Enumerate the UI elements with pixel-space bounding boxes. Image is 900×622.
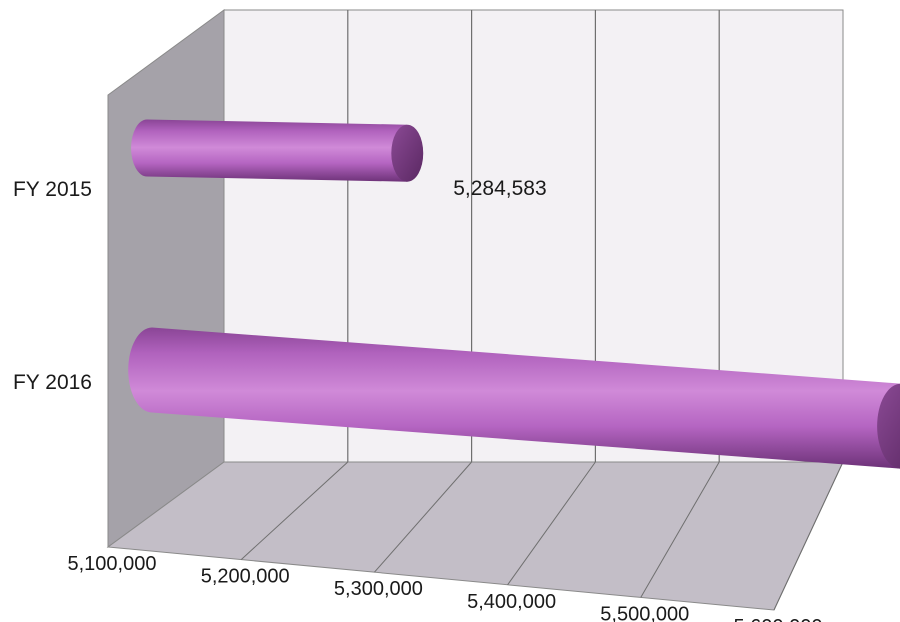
- x-tick-label: 5,500,000: [600, 603, 689, 622]
- floor: [106, 461, 844, 611]
- data-label: 5,284,583: [453, 177, 546, 200]
- data-labels: 5,284,5835,569,249: [453, 177, 546, 200]
- floor-grid-line: [240, 461, 349, 560]
- category-label: FY 2016: [13, 371, 92, 394]
- x-tick-label: 5,100,000: [68, 553, 157, 575]
- floor-grid-line: [640, 461, 720, 598]
- x-tick-label: 5,400,000: [467, 591, 556, 613]
- bars: [128, 119, 900, 469]
- x-tick-label: 5,600,000: [734, 616, 823, 622]
- floor-grid-line: [507, 461, 596, 586]
- bar-body: [128, 327, 900, 469]
- x-axis-tick-labels: 5,100,000 5,200,000 5,300,000 5,400,000 5,50…: [68, 553, 823, 622]
- plot-walls: [106, 9, 844, 611]
- category-labels: FY 2015 FY 2016: [13, 178, 92, 394]
- floor-grid-line: [374, 461, 472, 573]
- x-tick-label: 5,300,000: [334, 578, 423, 600]
- x-tick-label: 5,200,000: [201, 566, 290, 588]
- bar-cylinder: [131, 119, 424, 182]
- bar-body: [131, 119, 408, 182]
- bar-end-cap: [391, 124, 424, 182]
- category-label: FY 2015: [13, 178, 92, 201]
- bar-end-cap: [877, 383, 900, 469]
- floor-grid-line: [773, 461, 844, 611]
- side-wall: [107, 9, 225, 548]
- bar-cylinder: [128, 327, 900, 469]
